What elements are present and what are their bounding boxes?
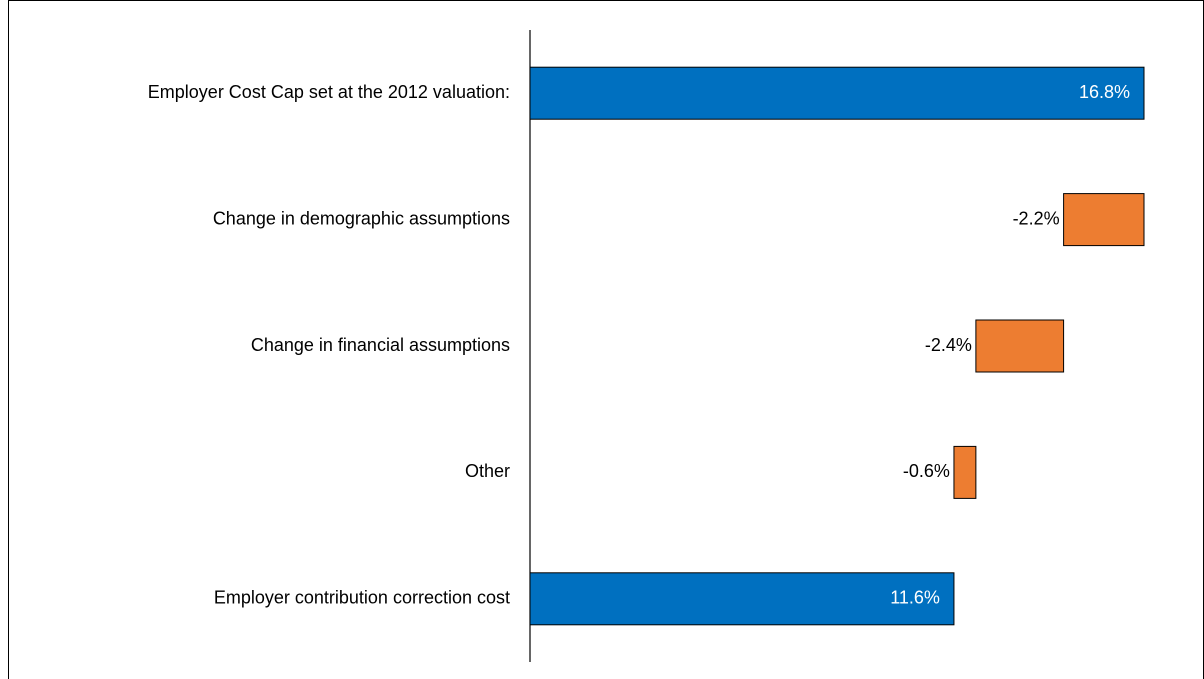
- category-label: Other: [465, 461, 510, 481]
- category-label: Employer contribution correction cost: [214, 588, 510, 608]
- value-label: -2.2%: [1013, 208, 1060, 228]
- value-label: 16.8%: [1079, 82, 1130, 102]
- category-label: Change in financial assumptions: [251, 335, 510, 355]
- value-label: 11.6%: [890, 588, 940, 608]
- category-label: Change in demographic assumptions: [213, 208, 510, 228]
- bar: [975, 319, 1065, 373]
- bar: [529, 572, 955, 626]
- bar: [1063, 193, 1145, 247]
- value-label: -2.4%: [925, 335, 972, 355]
- bar: [953, 445, 977, 499]
- value-label: -0.6%: [903, 461, 950, 481]
- bar: [529, 66, 1145, 120]
- category-label: Employer Cost Cap set at the 2012 valuat…: [148, 82, 510, 102]
